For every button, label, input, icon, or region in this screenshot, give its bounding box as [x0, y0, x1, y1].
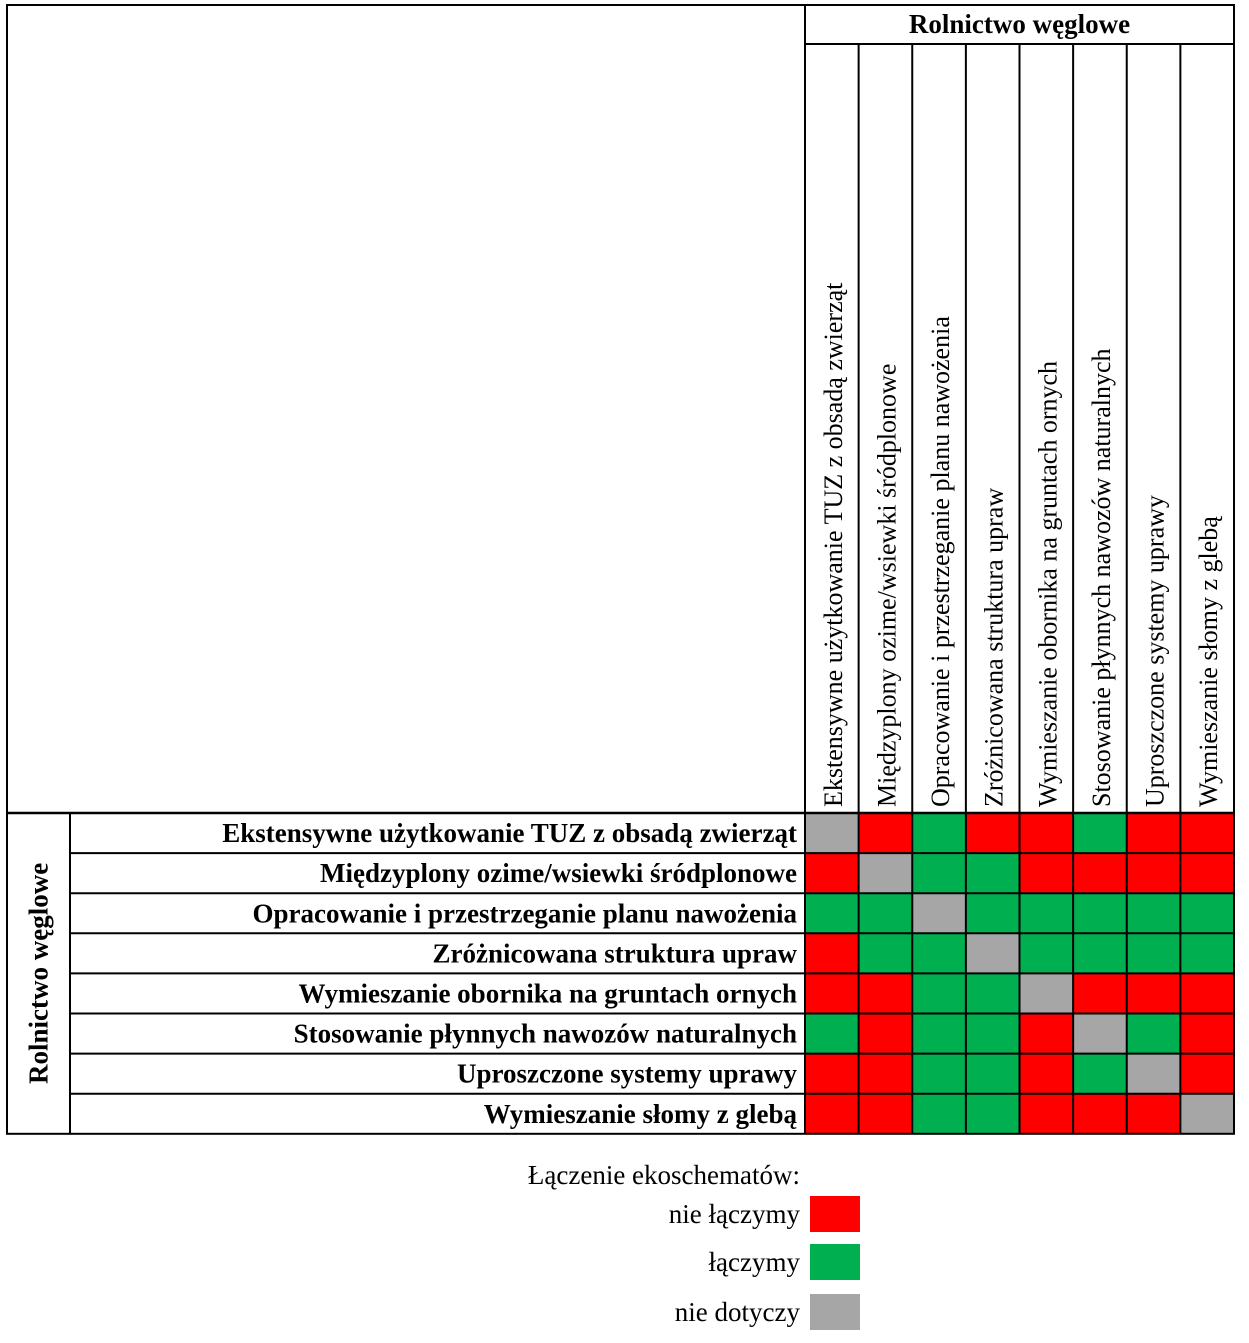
matrix-cell	[1073, 933, 1127, 974]
legend-label: nie łączymy	[668, 1198, 800, 1229]
matrix-cell	[1126, 893, 1181, 934]
matrix-cell	[1019, 813, 1074, 854]
legend-item-nie-dotyczy: nie dotyczy	[400, 1292, 860, 1332]
row-header-label: Ekstensywne użytkowanie TUZ z obsadą zwi…	[222, 818, 797, 848]
matrix-cell	[805, 813, 859, 854]
matrix-cell	[965, 1093, 1020, 1134]
matrix-cell	[1126, 1093, 1181, 1134]
row-header-label: Wymieszanie słomy z glebą	[484, 1099, 798, 1129]
matrix-cell	[1126, 1053, 1181, 1094]
matrix-cell	[1180, 813, 1234, 854]
matrix-cell	[1126, 813, 1181, 854]
matrix-cell	[912, 893, 966, 934]
column-header-label: Ekstensywne użytkowanie TUZ z obsadą zwi…	[819, 282, 848, 807]
matrix-cell	[1019, 893, 1074, 934]
matrix-cell	[858, 1053, 913, 1094]
column-header-label: Zróżnicowana struktura upraw	[980, 488, 1009, 807]
legend-item-nie-laczymy: nie łączymy	[400, 1194, 860, 1234]
matrix-cell	[912, 933, 966, 974]
matrix-cell	[1180, 1053, 1234, 1094]
matrix-cell	[1073, 893, 1127, 934]
legend-swatch-green	[810, 1244, 860, 1280]
matrix-cell	[965, 813, 1020, 854]
matrix-cell	[805, 1013, 859, 1054]
matrix-cell	[1073, 1093, 1127, 1134]
matrix-cell	[1073, 813, 1127, 854]
matrix-cell	[1019, 973, 1074, 1014]
legend-item-laczymy: łączymy	[400, 1242, 860, 1282]
row-header-label: Międzyplony ozime/wsiewki śródplonowe	[320, 858, 797, 888]
matrix-cell	[1019, 853, 1074, 894]
table-frame	[6, 4, 1235, 1135]
matrix-cell	[1180, 1093, 1234, 1134]
row-header-label: Zróżnicowana struktura upraw	[432, 938, 797, 968]
legend-swatch-gray	[810, 1294, 860, 1330]
row-header-label: Stosowanie płynnych nawozów naturalnych	[294, 1019, 797, 1049]
matrix-cell	[1180, 973, 1234, 1014]
column-header-label: Międzyplony ozime/wsiewki śródplonowe	[872, 364, 901, 807]
matrix-cell	[1073, 1053, 1127, 1094]
matrix-cell	[965, 973, 1020, 1014]
matrix-cell	[965, 933, 1020, 974]
matrix-cell	[858, 893, 913, 934]
matrix-cell	[858, 1013, 913, 1054]
column-header-label: Wymieszanie słomy z glebą	[1194, 516, 1223, 807]
matrix-cell	[912, 1013, 966, 1054]
matrix-cell	[912, 853, 966, 894]
matrix-cell	[1126, 973, 1181, 1014]
column-header-label: Stosowanie płynnych nawozów naturalnych	[1087, 348, 1116, 807]
matrix-cell	[1126, 1013, 1181, 1054]
matrix-cell	[965, 853, 1020, 894]
legend-label: łączymy	[708, 1246, 800, 1277]
matrix-cell	[805, 1093, 859, 1134]
matrix-cell	[1019, 933, 1074, 974]
matrix-cell	[805, 853, 859, 894]
matrix-cell	[965, 893, 1020, 934]
column-group-label: Rolnictwo węglowe	[909, 9, 1130, 39]
matrix-cell	[1019, 1053, 1074, 1094]
matrix-cell	[1180, 893, 1234, 934]
matrix-cell	[1073, 1013, 1127, 1054]
matrix-cell	[912, 973, 966, 1014]
row-header-label: Opracowanie i przestrzeganie planu nawoż…	[253, 898, 798, 928]
matrix-cell	[858, 853, 913, 894]
compatibility-matrix: Rolnictwo węglowe Rolnictwo węglowe Eksten…	[6, 4, 1235, 1135]
legend-label: nie dotyczy	[674, 1296, 800, 1327]
matrix-cell	[805, 973, 859, 1014]
matrix-cell	[858, 1093, 913, 1134]
matrix-cell	[1073, 853, 1127, 894]
matrix-cell	[1180, 853, 1234, 894]
matrix-cell	[1019, 1093, 1074, 1134]
matrix-cell	[1180, 933, 1234, 974]
legend-title: Łączenie ekoschematów:	[527, 1160, 800, 1190]
legend-swatch-red	[810, 1196, 860, 1232]
column-header-label: Opracowanie i przestrzeganie planu nawoż…	[926, 316, 955, 807]
matrix-cell	[912, 813, 966, 854]
matrix-cell	[965, 1053, 1020, 1094]
row-header-label: Uproszczone systemy uprawy	[457, 1059, 797, 1089]
column-header-label: Wymieszanie obornika na gruntach ornych	[1033, 361, 1062, 807]
matrix-cell	[805, 893, 859, 934]
row-group-label: Rolnictwo węglowe	[24, 863, 54, 1084]
matrix-cell	[965, 1013, 1020, 1054]
matrix-cell	[805, 933, 859, 974]
matrix-cell	[1126, 933, 1181, 974]
matrix-cell	[1073, 973, 1127, 1014]
matrix-cell	[858, 933, 913, 974]
matrix-cell	[805, 1053, 859, 1094]
matrix-cell	[912, 1053, 966, 1094]
row-header-label: Wymieszanie obornika na gruntach ornych	[298, 978, 797, 1008]
matrix-cell	[858, 973, 913, 1014]
matrix-cell	[912, 1093, 966, 1134]
matrix-cell	[1180, 1013, 1234, 1054]
matrix-cell	[1019, 1013, 1074, 1054]
column-header-label: Uproszczone systemy uprawy	[1141, 495, 1170, 807]
matrix-cell	[858, 813, 913, 854]
matrix-cell	[1126, 853, 1181, 894]
